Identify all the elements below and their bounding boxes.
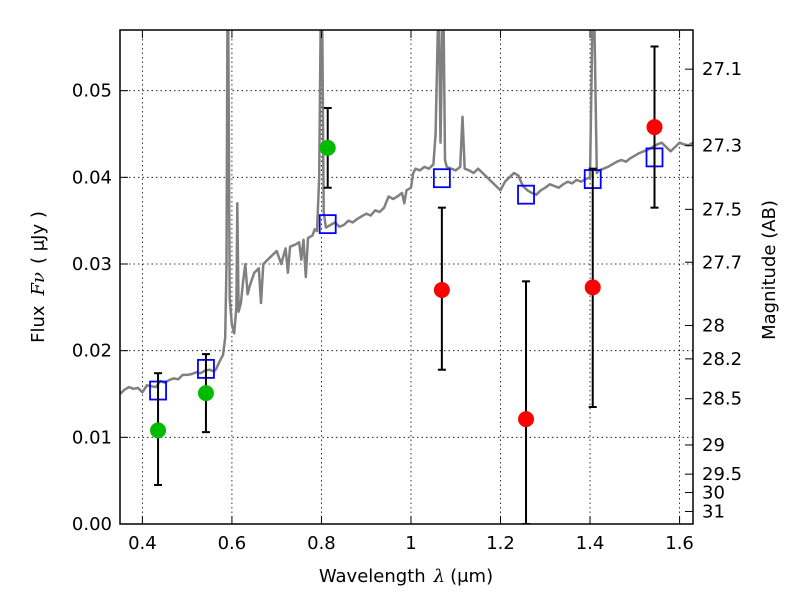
right-tick-label: 31 xyxy=(702,501,725,522)
spectrum-line xyxy=(120,30,693,395)
right-tick-label: 28 xyxy=(702,315,725,336)
y-tick-label: 0.05 xyxy=(72,81,112,102)
y-tick-label: 0.01 xyxy=(72,427,112,448)
right-tick-label: 29 xyxy=(702,435,725,456)
right-tick-label: 27.1 xyxy=(702,59,742,80)
right-tick-label: 30 xyxy=(702,483,725,504)
x-tick-label: 0.6 xyxy=(218,533,247,554)
y-tick-label: 0.03 xyxy=(72,254,112,275)
x-tick-label: 1 xyxy=(405,533,416,554)
right-tick-label: 28.5 xyxy=(702,389,742,410)
x-tick-label: 1.2 xyxy=(486,533,515,554)
detection-point xyxy=(319,139,336,156)
right-tick-label: 27.7 xyxy=(702,252,742,273)
right-tick-label: 29.5 xyxy=(702,464,742,485)
x-axis-title: Wavelength λ (μm) xyxy=(319,566,493,587)
y-tick-label: 0.02 xyxy=(72,341,112,362)
model-point-square xyxy=(432,168,451,189)
model-point-square xyxy=(318,214,337,235)
x-tick-label: 0.4 xyxy=(128,533,157,554)
plot-frame xyxy=(119,29,694,525)
axes: 0.4 0.6 0.8 1 1.2 1.4 1.6 0.00 0.01 0.02 0.03 0.04 0… xyxy=(72,30,742,554)
x-tick-label: 1.6 xyxy=(665,533,694,554)
limit-point xyxy=(584,279,601,296)
plot-area xyxy=(120,30,693,524)
x-tick-label: 0.8 xyxy=(307,533,336,554)
detection-point xyxy=(150,422,167,439)
detection-point xyxy=(197,385,214,402)
limit-point xyxy=(433,282,450,298)
y-tick-label: 0.00 xyxy=(72,514,112,535)
right-tick-label: 28.2 xyxy=(702,349,742,370)
grid xyxy=(120,30,693,525)
y-tick-label: 0.04 xyxy=(72,167,112,188)
limit-point xyxy=(646,119,663,136)
limit-point xyxy=(518,411,535,428)
right-tick-label: 27.5 xyxy=(702,199,742,220)
right-axis-title: Magnitude (AB) xyxy=(759,200,780,340)
model-point-square xyxy=(517,184,535,205)
y-axis-title: FluxFν( μJy ) xyxy=(28,211,49,343)
right-tick-label: 27.3 xyxy=(702,136,742,157)
x-tick-label: 1.4 xyxy=(576,533,605,554)
